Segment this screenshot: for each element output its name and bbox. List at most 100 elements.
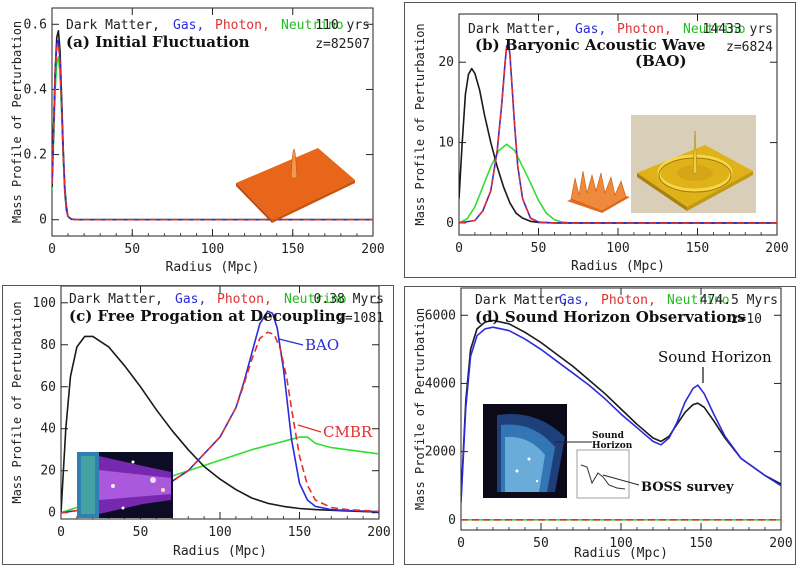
time-label: 14433 yrs	[703, 22, 773, 37]
chart-b: 0 50 100 150 200 0 10 20 Radius (Mpc) Mass Profil…	[413, 13, 789, 274]
x-tick-label: 150	[288, 525, 311, 540]
redshift-label: z=6824	[726, 40, 773, 55]
x-tick-label: 200	[361, 242, 384, 257]
x-tick-label: 100	[609, 536, 632, 551]
y-tick-label: 0	[39, 213, 47, 228]
legend-neutrino: Neutrino	[683, 22, 746, 37]
panel-title: (b) Baryonic Acoustic Wave	[475, 36, 706, 54]
legend-neutrino: Neutrino	[281, 18, 344, 33]
x-tick-label: 150	[281, 242, 304, 257]
series-line-dark-matter	[461, 319, 781, 500]
survey-cone-illustration	[483, 404, 592, 498]
galaxy-survey-illustration	[77, 452, 173, 518]
y-tick-label: 4000	[425, 376, 456, 391]
panel-title: (a) Initial Fluctuation	[66, 33, 250, 51]
panel-a: 0 50 100 150 200 0 0.2 0.4 0.6 Radius (Mpc) Mass P…	[0, 0, 396, 282]
y-tick-label: 0.6	[24, 17, 47, 32]
x-tick-label: 0	[48, 242, 56, 257]
x-tick-label: 150	[689, 536, 712, 551]
panel-d: 0 50 100 150 200 0 2000 4000 6000 Radius (Mpc) Mas…	[404, 286, 796, 565]
series-line-photon	[52, 42, 373, 221]
panel-title: (d) Sound Horizon Observations	[475, 308, 746, 326]
series-line-dark-matter	[459, 67, 777, 224]
series-line-photon	[459, 42, 777, 224]
bao-arrow	[278, 338, 304, 346]
y-tick-label: 6000	[425, 308, 456, 323]
inset-sound-label: Sound	[592, 431, 625, 441]
y-tick-label: 20	[40, 464, 56, 479]
x-axis-label: Radius (Mpc)	[574, 546, 668, 561]
ring-surface-illustration	[631, 115, 756, 213]
panel-title: (c) Free Progation at Decoupling	[69, 307, 347, 325]
y-tick-label: 2000	[425, 445, 456, 460]
3d-spike-illustration	[236, 148, 355, 223]
x-tick-label: 100	[201, 242, 224, 257]
x-tick-label: 100	[606, 241, 629, 256]
x-tick-label: 50	[533, 536, 549, 551]
legend-neutrino: Neutrino	[667, 293, 730, 308]
y-tick-label: 100	[33, 296, 56, 311]
x-tick-label: 200	[367, 525, 390, 540]
legend-gas: Gas,	[175, 292, 206, 307]
redshift-label: z=82507	[315, 37, 370, 52]
sound-horizon-annotation: Sound Horizon	[658, 348, 772, 366]
legend-photon: Photon,	[217, 292, 272, 307]
y-axis-label: Mass Profile of Perturbation	[10, 301, 24, 503]
panel-b: 0 50 100 150 200 0 10 20 Radius (Mpc) Mass Profil…	[404, 2, 796, 278]
legend-photon: Photon,	[215, 18, 270, 33]
y-tick-label: 0.2	[24, 148, 47, 163]
series-line-gas	[461, 326, 781, 503]
series-line-neutrino	[459, 143, 777, 224]
y-axis-label: Mass Profile of Perturbation	[413, 23, 427, 225]
legend-neutrino: Neutrino	[284, 292, 347, 307]
time-label: 474.5 Myrs	[700, 293, 778, 308]
chart-a: 0 50 100 150 200 0 0.2 0.4 0.6 Radius (Mpc) Mass P…	[10, 7, 385, 275]
x-axis-label: Radius (Mpc)	[571, 259, 665, 274]
x-tick-label: 0	[455, 241, 463, 256]
panel-title-line2: (BAO)	[635, 52, 687, 70]
time-label: 0.38 Myrs	[314, 292, 384, 307]
y-tick-label: 0.4	[24, 82, 48, 97]
correlation-inset	[576, 449, 640, 499]
legend-dark-matter: Dark Matter,	[66, 18, 160, 33]
x-tick-label: 50	[531, 241, 547, 256]
legend-gas: Gas,	[559, 293, 590, 308]
series-line-dark-matter	[61, 335, 379, 513]
y-tick-label: 10	[438, 136, 454, 151]
y-tick-label: 0	[48, 506, 56, 521]
legend-gas: Gas,	[173, 18, 204, 33]
cmbr-arrow	[297, 424, 322, 433]
boss-annotation: BOSS survey	[641, 480, 734, 495]
legend-dark-matter: Dark Matter,	[468, 22, 562, 37]
x-axis-label: Radius (Mpc)	[173, 544, 267, 559]
legend-photon: Photon,	[601, 293, 656, 308]
x-tick-label: 0	[457, 536, 465, 551]
y-tick-label: 80	[40, 338, 56, 353]
redshift-label: z=1081	[337, 311, 384, 326]
redshift-label: z=10	[731, 312, 762, 327]
legend-dark-matter: Dark Matter,	[69, 292, 163, 307]
bao-annotation: BAO	[305, 336, 339, 354]
y-tick-label: 20	[438, 55, 454, 70]
rough-surface-illustration	[565, 165, 632, 217]
legend-dark-matter: Dark Matter,	[475, 293, 569, 308]
y-tick-label: 60	[40, 380, 56, 395]
legend-gas: Gas,	[575, 22, 606, 37]
y-tick-label: 0	[448, 513, 456, 528]
y-tick-label: 40	[40, 422, 56, 437]
x-tick-label: 150	[686, 241, 709, 256]
x-tick-label: 200	[769, 536, 792, 551]
y-axis-label: Mass Profile of Perturbation	[413, 308, 427, 510]
y-tick-label: 0	[446, 216, 454, 231]
x-tick-label: 200	[765, 241, 788, 256]
x-tick-label: 0	[57, 525, 65, 540]
inset-horizon-label: Horizon	[592, 441, 633, 451]
panel-c: 0 50 100 150 200 0 20 40 60 80 100 Radius (Mpc) Mass…	[2, 285, 394, 565]
x-tick-label: 100	[208, 525, 231, 540]
chart-c: 0 50 100 150 200 0 20 40 60 80 100 Radius (Mpc) Mass…	[10, 285, 391, 559]
x-axis-label: Radius (Mpc)	[166, 260, 260, 275]
x-tick-label: 50	[124, 242, 140, 257]
legend-photon: Photon,	[617, 22, 672, 37]
time-label: 110 yrs	[315, 18, 370, 33]
